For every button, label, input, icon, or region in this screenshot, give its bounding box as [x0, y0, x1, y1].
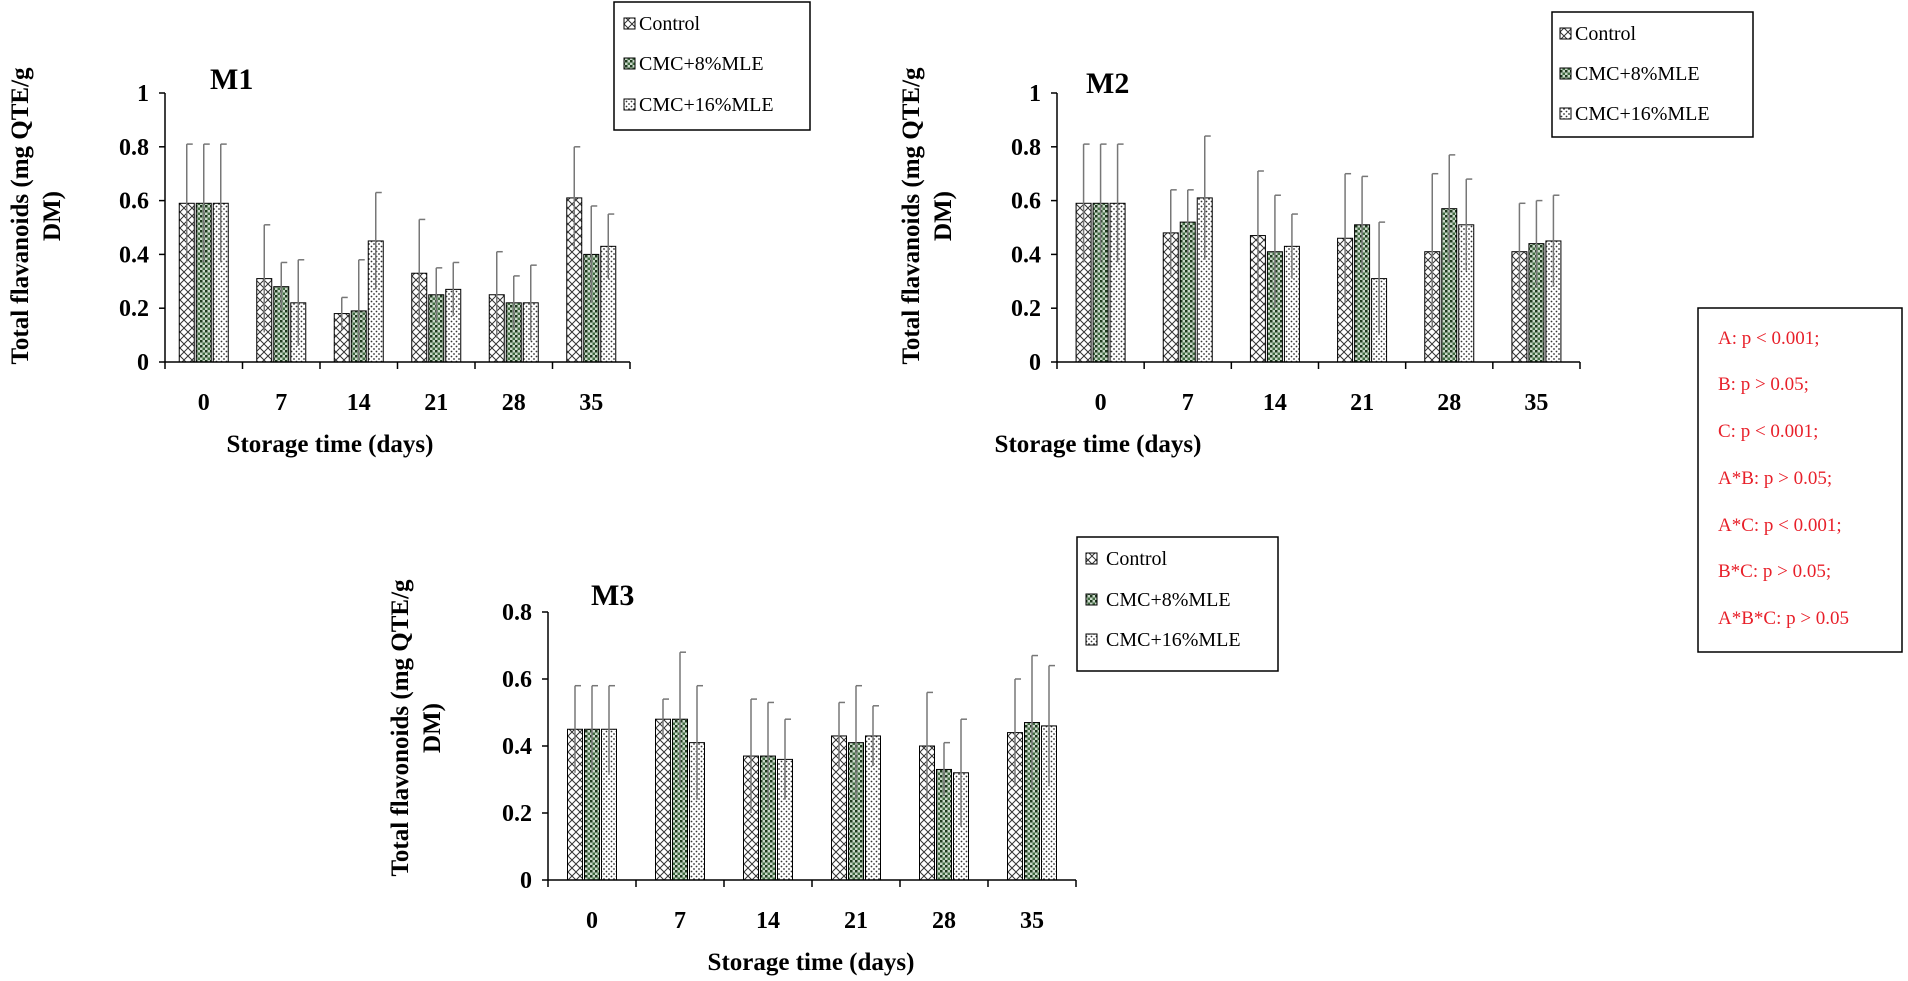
- x-axis-label: Storage time (days): [995, 431, 1202, 458]
- stat-line: A*C: p < 0.001;: [1718, 515, 1842, 536]
- legend-label-cmc16: CMC+16%MLE: [1106, 629, 1241, 651]
- y-axis-label-line2: DM): [39, 191, 66, 241]
- chart-title: M2: [1086, 67, 1129, 100]
- y-tick-label: 0.4: [119, 242, 149, 268]
- plot-area-m3: 0 0.2 0.4 0.6 0.8 0 7 14 21 28 35: [502, 600, 1077, 934]
- y-tick-label: 0.6: [1011, 189, 1041, 215]
- legend-frame: [613, 1, 811, 131]
- legend-swatch-cmc16: [1085, 633, 1098, 646]
- legend-label-cmc8: CMC+8%MLE: [1575, 63, 1700, 85]
- y-tick-label: 0: [137, 350, 149, 376]
- x-tick-label: 35: [1020, 908, 1044, 934]
- chart-title: M3: [591, 579, 634, 612]
- stat-line: C: p < 0.001;: [1718, 421, 1818, 442]
- y-axis-label: Total flavanoids (mg QTE/g: [898, 67, 925, 365]
- x-tick-label: 28: [502, 390, 526, 416]
- x-tick-label: 28: [1437, 390, 1461, 416]
- legend-swatch-cmc16: [623, 98, 636, 111]
- y-axis-label: Total flavonoids (mg QTE/g: [387, 579, 414, 877]
- legend-label-control: Control: [1575, 23, 1637, 45]
- x-tick-label: 35: [579, 390, 603, 416]
- x-tick-label: 21: [424, 390, 448, 416]
- x-axis-label: Storage time (days): [708, 949, 915, 976]
- y-tick-label: 0.6: [119, 189, 149, 215]
- x-tick-label: 7: [275, 390, 287, 416]
- x-tick-label: 0: [1095, 390, 1107, 416]
- legend-swatch-cmc8: [1085, 593, 1098, 606]
- legend-swatch-control: [623, 17, 636, 30]
- y-tick-label: 0.8: [119, 135, 149, 161]
- bar-control: [655, 718, 671, 881]
- y-tick-label: 0.2: [119, 296, 149, 322]
- legend: Control CMC+8%MLE CMC+16%MLE: [1076, 536, 1279, 672]
- legend-label-cmc8: CMC+8%MLE: [639, 53, 764, 75]
- chart-m2: 0 0.2 0.4 0.6 0.8 1 0 7 14 21 28 35 M2 Storage time…: [898, 11, 1754, 458]
- statistics-frame: [1697, 307, 1903, 653]
- stat-line: B*C: p > 0.05;: [1718, 561, 1831, 582]
- x-tick-label: 28: [932, 908, 956, 934]
- chart-m1: 0 0.2 0.4 0.6 0.8 1 0 7 14 21 28 35 M1 Storage time…: [7, 1, 811, 458]
- legend-label-cmc8: CMC+8%MLE: [1106, 589, 1231, 611]
- legend-label-cmc16: CMC+16%MLE: [639, 94, 774, 116]
- y-tick-label: 0.4: [1011, 242, 1041, 268]
- x-tick-label: 7: [674, 908, 686, 934]
- x-tick-label: 21: [1350, 390, 1374, 416]
- x-tick-label: 14: [756, 908, 780, 934]
- y-tick-label: 0: [520, 868, 532, 894]
- y-tick-label: 1: [1029, 81, 1041, 107]
- legend-swatch-control: [1559, 27, 1572, 40]
- legend-frame: [1076, 536, 1279, 672]
- plot-area-m1: 0 0.2 0.4 0.6 0.8 1 0 7 14 21 28 35: [119, 81, 631, 416]
- legend-swatch-cmc16: [1559, 107, 1572, 120]
- stat-line: A*B*C: p > 0.05: [1718, 608, 1849, 629]
- stat-line: B: p > 0.05;: [1718, 374, 1809, 395]
- x-tick-label: 21: [844, 908, 868, 934]
- y-tick-label: 0.8: [1011, 135, 1041, 161]
- y-tick-label: 0.2: [1011, 296, 1041, 322]
- x-tick-label: 7: [1182, 390, 1194, 416]
- chart-title: M1: [210, 63, 253, 96]
- legend-frame: [1551, 11, 1754, 138]
- legend: Control CMC+8%MLE CMC+16%MLE: [1551, 11, 1754, 138]
- y-tick-label: 0.2: [502, 801, 532, 827]
- plot-area-m2: 0 0.2 0.4 0.6 0.8 1 0 7 14 21 28 35: [1011, 81, 1581, 416]
- x-tick-label: 14: [347, 390, 371, 416]
- y-tick-label: 0.4: [502, 734, 532, 760]
- legend-label-control: Control: [639, 13, 701, 35]
- x-tick-label: 14: [1263, 390, 1287, 416]
- legend: Control CMC+8%MLE CMC+16%MLE: [613, 1, 811, 131]
- legend-label-control: Control: [1106, 548, 1168, 570]
- stat-line: A: p < 0.001;: [1718, 328, 1820, 349]
- y-tick-label: 0.8: [502, 600, 532, 626]
- y-axis-label: Total flavanoids (mg QTE/g: [7, 67, 34, 365]
- x-tick-label: 0: [586, 908, 598, 934]
- x-axis-label: Storage time (days): [227, 431, 434, 458]
- y-tick-label: 0.6: [502, 667, 532, 693]
- statistics-box: A: p < 0.001; B: p > 0.05; C: p < 0.001;…: [1697, 307, 1903, 653]
- x-tick-label: 35: [1524, 390, 1548, 416]
- y-axis-label-line2: DM): [419, 703, 446, 753]
- stat-line: A*B: p > 0.05;: [1718, 468, 1832, 489]
- legend-swatch-cmc8: [623, 57, 636, 70]
- y-tick-label: 0: [1029, 350, 1041, 376]
- x-tick-label: 0: [198, 390, 210, 416]
- legend-swatch-cmc8: [1559, 67, 1572, 80]
- legend-label-cmc16: CMC+16%MLE: [1575, 103, 1710, 125]
- legend-swatch-control: [1085, 552, 1098, 565]
- y-tick-label: 1: [137, 81, 149, 107]
- chart-m3: 0 0.2 0.4 0.6 0.8 0 7 14 21 28 35 M3 Storage time …: [387, 536, 1279, 976]
- y-axis-label-line2: DM): [930, 191, 957, 241]
